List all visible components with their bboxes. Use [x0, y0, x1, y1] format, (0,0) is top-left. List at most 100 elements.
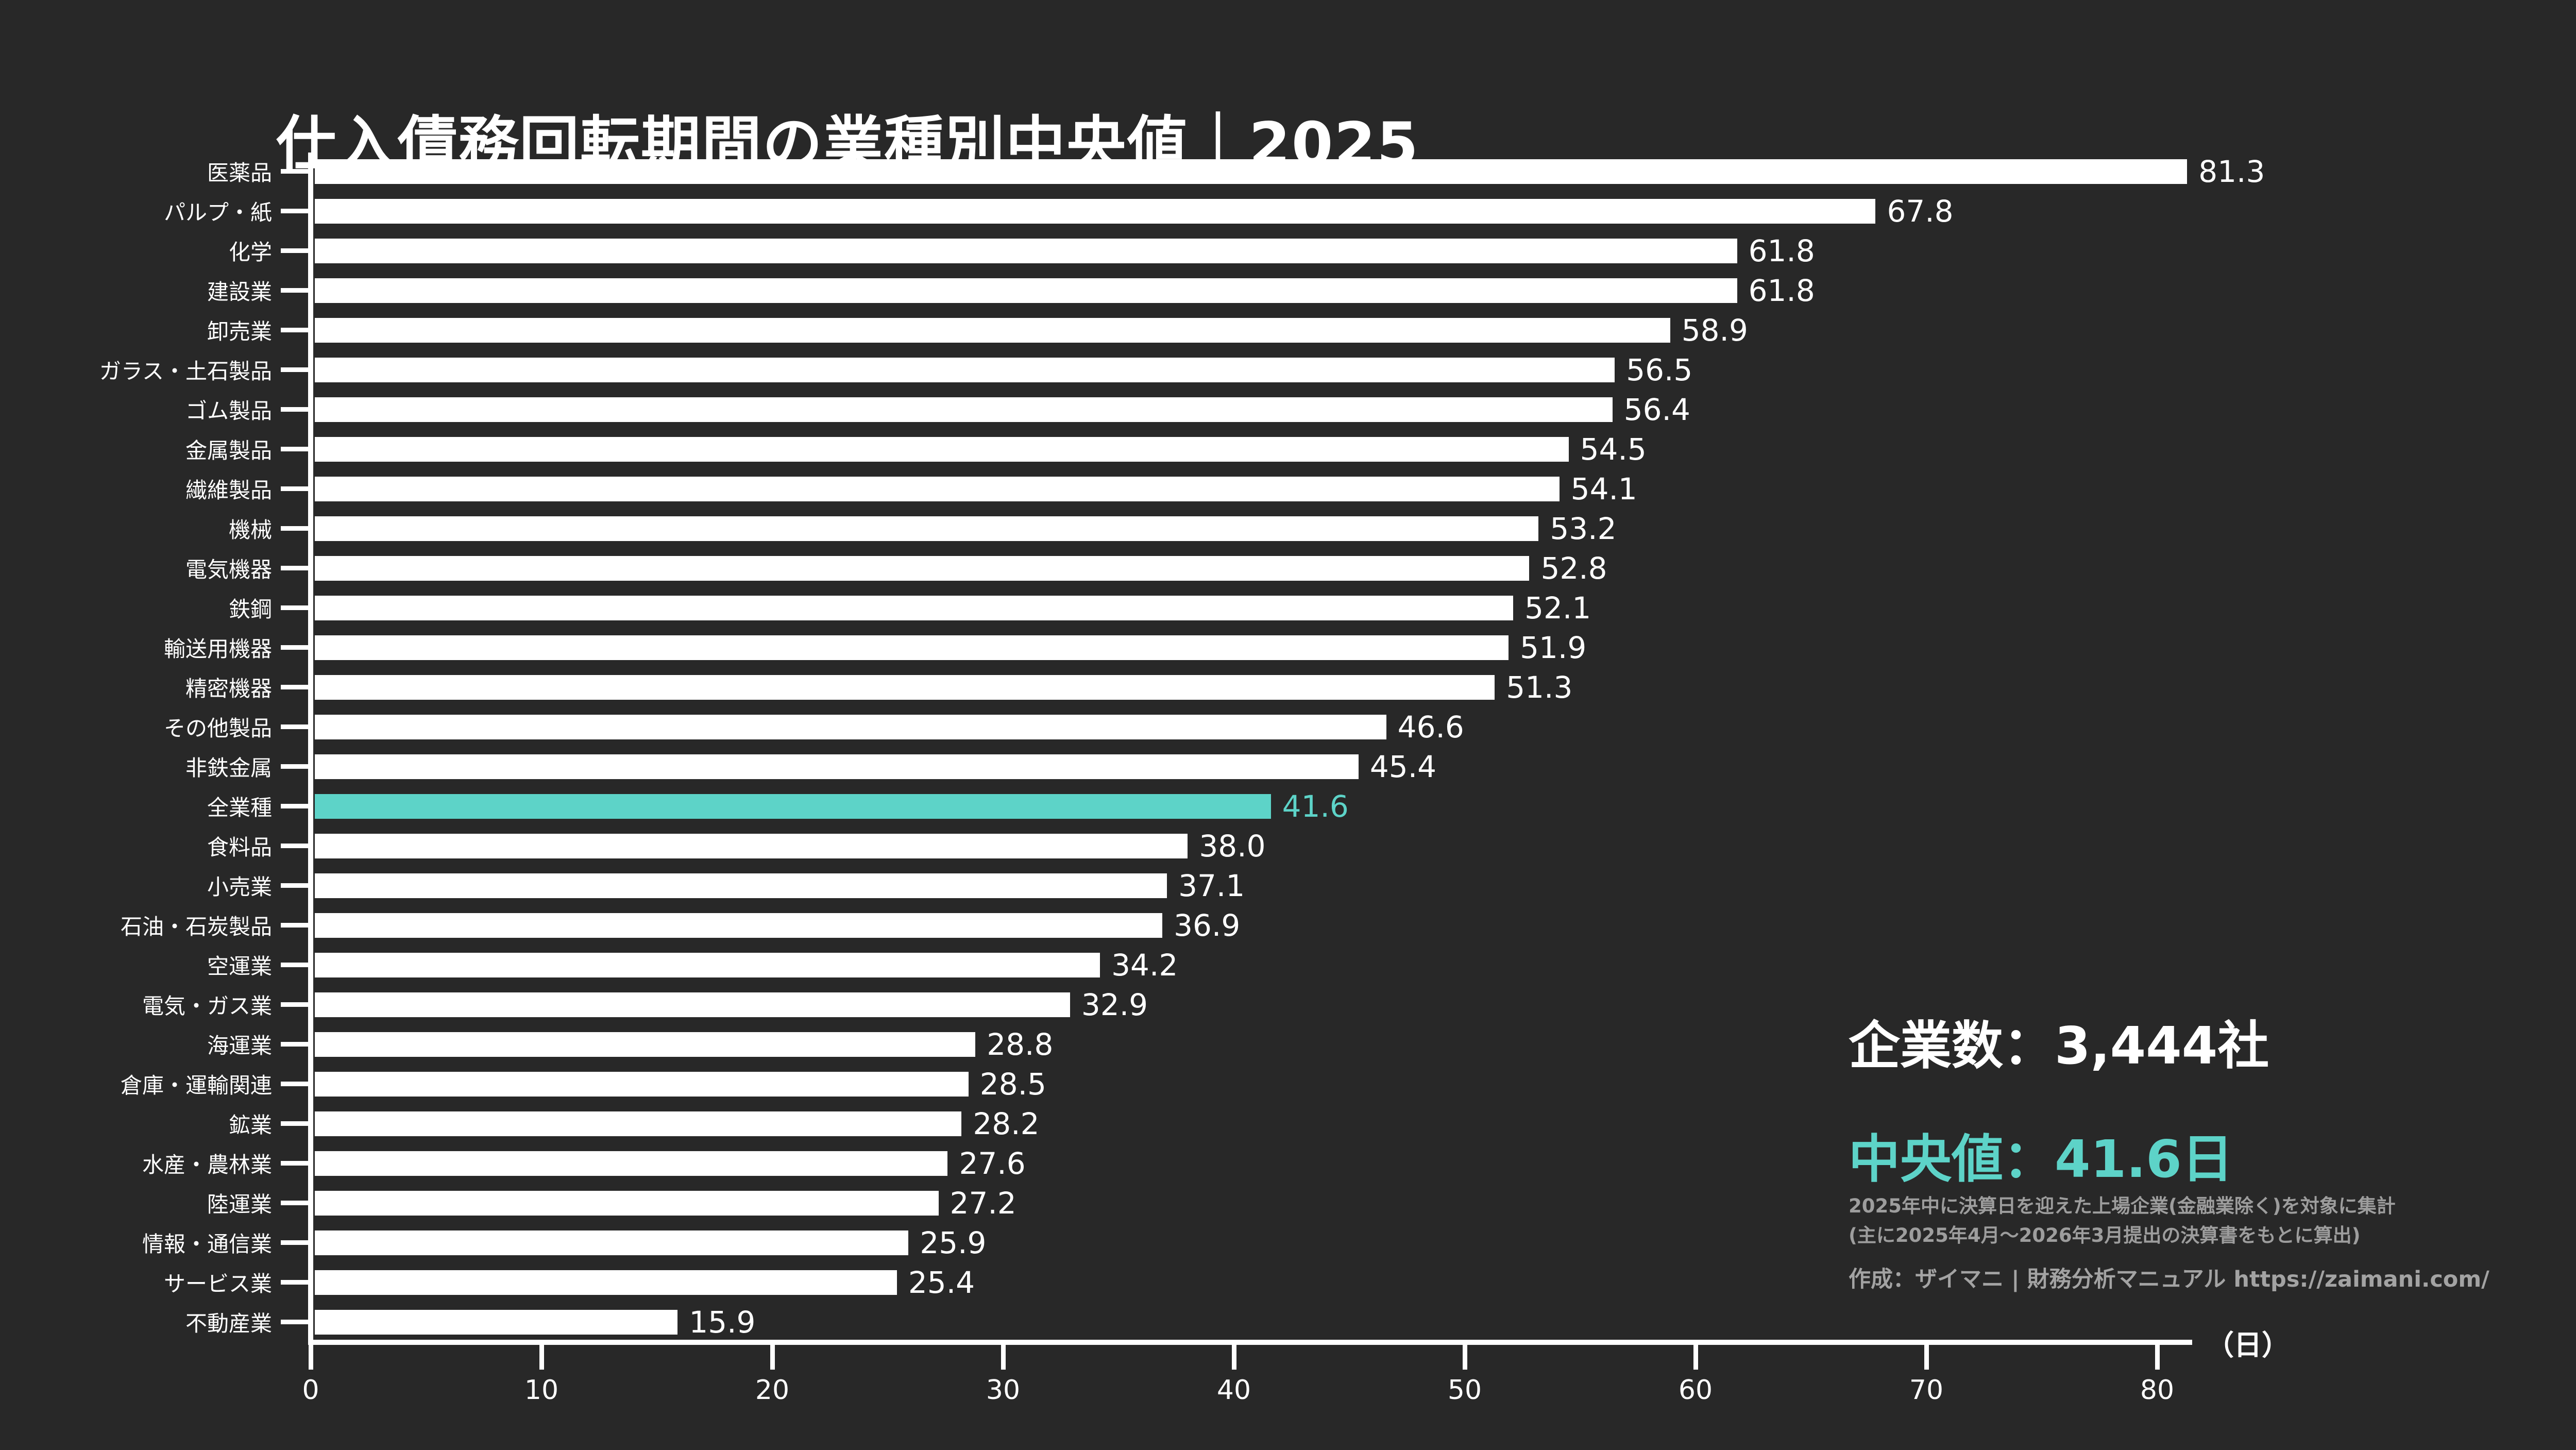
- bar-row: 建設業 61.8: [0, 271, 2576, 310]
- value-label: 28.2: [973, 1106, 1040, 1141]
- value-label: 81.3: [2198, 154, 2265, 189]
- bar-row: 卸売業 58.9: [0, 310, 2576, 350]
- footnote-line-2: (主に2025年4月～2026年3月提出の決算書をもとに算出): [1849, 1224, 2361, 1246]
- value-label: 41.6: [1282, 788, 1349, 824]
- value-label: 53.2: [1550, 511, 1617, 546]
- bar: [315, 1111, 962, 1136]
- value-label: 61.8: [1748, 233, 1815, 268]
- x-axis-tick: [1232, 1345, 1236, 1370]
- bar: [315, 952, 1100, 977]
- x-axis-unit-label: （日）: [2206, 1329, 2290, 1361]
- bar-row: 空運業 34.2: [0, 945, 2576, 985]
- y-axis-line: [308, 153, 313, 1345]
- category-label: 輸送用機器: [163, 636, 272, 662]
- x-axis-tick-label: 40: [1216, 1375, 1251, 1406]
- bar: [315, 238, 1737, 263]
- category-tick: [281, 963, 308, 967]
- category-tick: [281, 1280, 308, 1285]
- category-tick: [281, 1082, 308, 1086]
- bar-highlight: [315, 794, 1271, 819]
- category-tick: [281, 526, 308, 531]
- category-tick: [281, 248, 308, 253]
- bar-row: その他製品 46.6: [0, 707, 2576, 747]
- category-label: 陸運業: [207, 1192, 272, 1217]
- value-label: 34.2: [1111, 947, 1178, 983]
- value-label: 28.5: [979, 1066, 1046, 1102]
- bar-row: 金属製品 54.5: [0, 429, 2576, 469]
- value-label: 54.1: [1570, 471, 1637, 507]
- category-tick: [281, 328, 308, 332]
- category-tick: [281, 1121, 308, 1126]
- bar-row: ゴム製品 56.4: [0, 390, 2576, 429]
- category-tick: [281, 764, 308, 769]
- x-axis-tick: [770, 1345, 775, 1370]
- bar: [315, 198, 1876, 224]
- bar-row: 全業種 41.6: [0, 786, 2576, 826]
- x-axis-tick: [309, 1345, 313, 1370]
- x-axis-tick-label: 80: [2140, 1375, 2175, 1406]
- category-tick: [281, 1042, 308, 1047]
- stat-median-value: 中央値：41.6日: [1849, 1129, 2233, 1189]
- bar: [315, 1309, 678, 1335]
- footnote-line-1: 2025年中に決算日を迎えた上場企業(金融業除く)を対象に集計: [1849, 1195, 2396, 1217]
- category-label: 医薬品: [207, 160, 272, 186]
- bar-row: 石油・石炭製品 36.9: [0, 905, 2576, 945]
- category-label: 金属製品: [185, 438, 272, 463]
- bar-row: 機械 53.2: [0, 509, 2576, 548]
- bar-row: 陸運業 27.2: [0, 1183, 2576, 1223]
- bar: [315, 754, 1359, 779]
- category-tick: [281, 685, 308, 689]
- bar: [315, 1230, 909, 1255]
- value-label: 25.4: [908, 1264, 975, 1300]
- category-label: パルプ・紙: [163, 200, 272, 225]
- bar-row: 小売業 37.1: [0, 866, 2576, 905]
- value-label: 45.4: [1369, 749, 1437, 784]
- bar-row: 医薬品 81.3: [0, 151, 2576, 191]
- x-axis-tick-label: 50: [1447, 1375, 1482, 1406]
- bar-row: 電気・ガス業 32.9: [0, 985, 2576, 1024]
- bar: [315, 913, 1163, 938]
- bar: [315, 397, 1613, 422]
- category-label: 鉱業: [228, 1112, 272, 1138]
- bar-row: 化学 61.8: [0, 231, 2576, 271]
- bar: [315, 992, 1070, 1017]
- value-label: 15.9: [689, 1304, 756, 1340]
- bar-row: 繊維製品 54.1: [0, 469, 2576, 509]
- bar-row: サービス業 25.4: [0, 1262, 2576, 1302]
- category-label: 化学: [228, 240, 272, 265]
- category-label: 石油・石炭製品: [120, 914, 272, 939]
- category-tick: [281, 1240, 308, 1245]
- category-tick: [281, 883, 308, 888]
- category-tick: [281, 566, 308, 570]
- category-tick: [281, 724, 308, 729]
- value-label: 54.5: [1580, 431, 1647, 467]
- bar-row: 輸送用機器 51.9: [0, 628, 2576, 667]
- value-label: 27.6: [959, 1145, 1026, 1181]
- category-tick: [281, 367, 308, 372]
- category-label: 空運業: [207, 954, 272, 979]
- bar: [315, 1151, 948, 1176]
- category-label: 精密機器: [185, 676, 272, 701]
- category-label: 食料品: [207, 835, 272, 860]
- footnote-block: 2025年中に決算日を迎えた上場企業(金融業除く)を対象に集計 (主に2025年…: [1849, 1191, 2396, 1250]
- category-label: 情報・通信業: [142, 1232, 272, 1257]
- bar-row: 非鉄金属 45.4: [0, 747, 2576, 786]
- category-label: 機械: [228, 517, 272, 543]
- category-tick: [281, 1201, 308, 1205]
- value-label: 52.1: [1524, 590, 1591, 626]
- bar: [315, 714, 1386, 739]
- bar-row: 鉱業 28.2: [0, 1104, 2576, 1143]
- value-label: 28.8: [987, 1026, 1054, 1062]
- category-tick: [281, 923, 308, 928]
- category-tick: [281, 1161, 308, 1166]
- bar-row: 倉庫・運輸関連 28.5: [0, 1064, 2576, 1104]
- stat-company-count: 企業数：3,444社: [1849, 1016, 2269, 1076]
- value-label: 52.8: [1540, 550, 1607, 586]
- category-tick: [281, 1002, 308, 1007]
- bar-row: 海運業 28.8: [0, 1024, 2576, 1064]
- value-label: 36.9: [1174, 907, 1241, 943]
- x-axis-tick: [2155, 1345, 2160, 1370]
- x-axis-line: [308, 1340, 2192, 1345]
- value-label: 46.6: [1397, 709, 1464, 745]
